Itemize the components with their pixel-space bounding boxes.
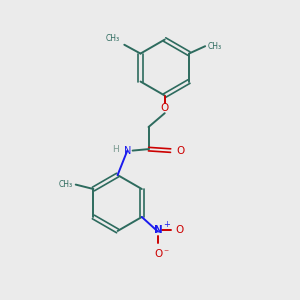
Text: N: N (154, 225, 162, 235)
Text: H: H (112, 145, 119, 154)
Text: N: N (124, 146, 131, 156)
Text: O: O (160, 103, 169, 113)
Text: ⁻: ⁻ (163, 248, 169, 258)
Text: O: O (176, 146, 185, 156)
Text: CH₃: CH₃ (106, 34, 120, 43)
Text: O: O (154, 249, 162, 259)
Text: CH₃: CH₃ (208, 42, 222, 51)
Text: +: + (163, 220, 170, 230)
Text: CH₃: CH₃ (59, 180, 73, 189)
Text: O: O (176, 225, 184, 235)
